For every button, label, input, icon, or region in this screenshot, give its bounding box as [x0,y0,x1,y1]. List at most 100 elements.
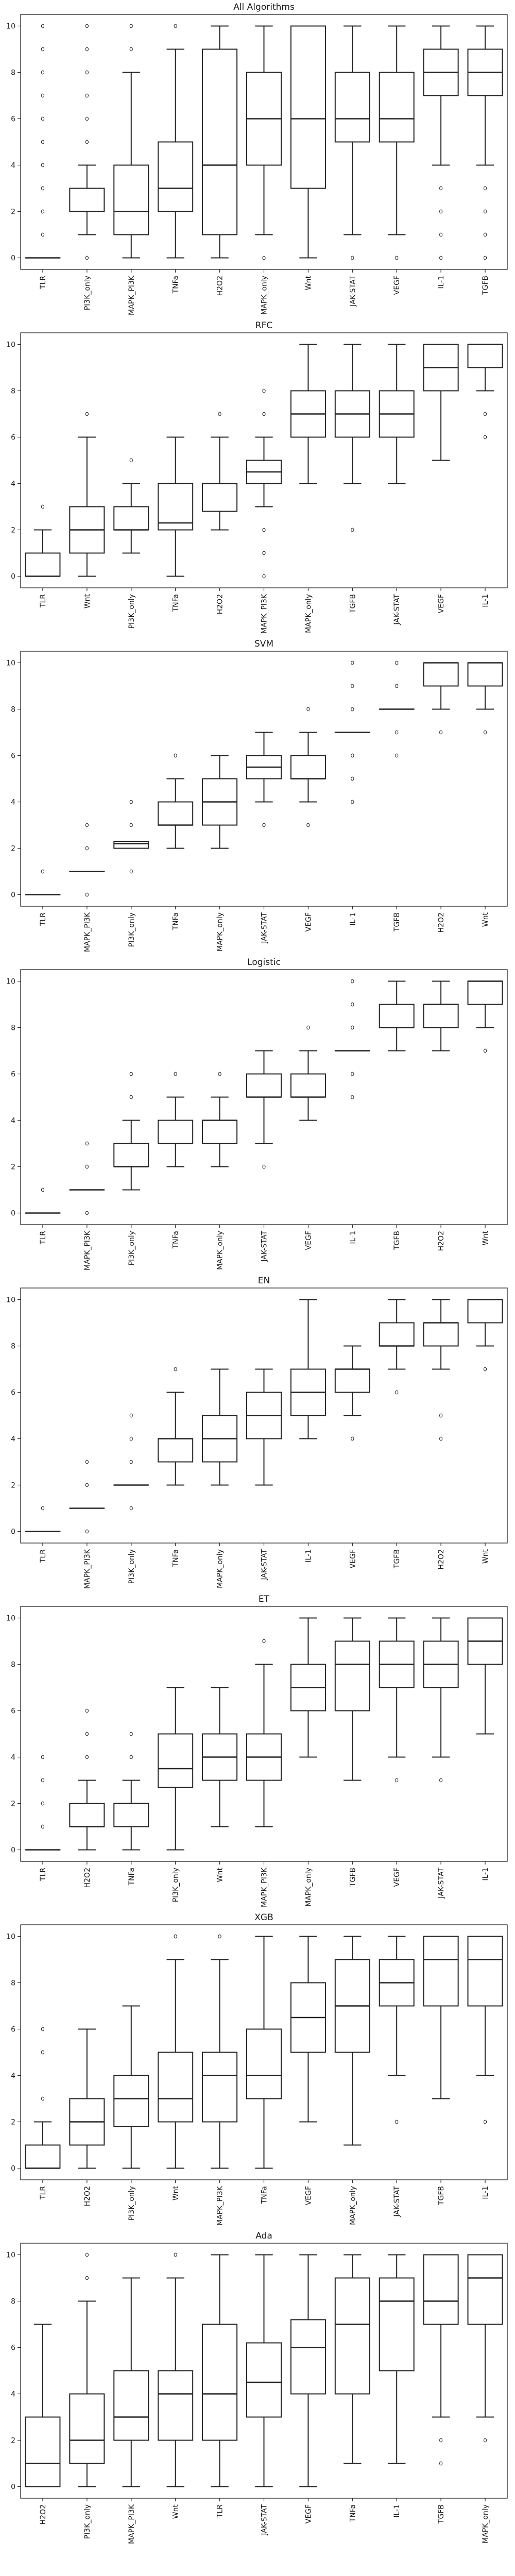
box-mapk-pi3k [246,388,282,579]
chart-panel-3: Logistic 0 2 4 6 8 10 TLR MAPK_PI3K PI3K_only TNFa… [6,957,508,1270]
x-tick-label: IL-1 [437,276,445,289]
outlier-point [351,979,354,984]
box-tnfa [158,24,194,259]
outlier-point [85,892,89,897]
x-tick-label: MAPK_only [261,276,269,315]
box-vegf [290,2254,326,2487]
box-mapk-pi3k [246,1639,282,1827]
iqr-box [379,1322,415,1347]
chart-panel-4: EN 0 2 4 6 8 10 TLR MAPK_PI3K PI3K_only TNFa MAPK_o… [6,1276,508,1589]
y-tick-label: 6 [11,752,15,760]
box-mapk-pi3k [113,24,149,259]
y-tick-label: 2 [11,845,15,853]
x-tick-label: PI3K_only [172,1868,180,1902]
box-h2o2 [423,1299,459,1441]
box-wnt [467,1299,503,1371]
outlier-point [85,93,89,98]
x-tick-label: MAPK_PI3K [128,275,136,315]
box-tgfb [334,1617,370,1781]
iqr-box [423,1322,459,1347]
x-tick-label: H2O2 [83,2186,92,2206]
outlier-point [129,1506,133,1511]
x-tick-label: H2O2 [437,1549,445,1569]
x-tick-label: H2O2 [216,276,225,296]
outlier-point [351,660,354,665]
iqr-box [334,1368,370,1393]
box-mapk-only [290,1617,326,1758]
outlier-point [351,800,354,804]
box-mapk-only [334,1936,370,2146]
outlier-point [439,1413,443,1418]
outlier-point [41,504,45,509]
outlier-point [41,1778,45,1783]
outlier-point [85,24,89,28]
x-tick-label: TLR [39,276,47,290]
y-tick-label: 0 [11,2483,15,2492]
box-pi3k-only [113,1413,149,1511]
box-jak-stat [379,1936,415,2124]
chart-title: Logistic [247,957,281,968]
x-tick-label: MAPK_PI3K [261,594,269,634]
iqr-box [25,2144,61,2169]
x-tick-label: MAPK_PI3K [128,2504,136,2544]
outlier-point [129,1460,133,1464]
y-tick-label: 4 [11,799,15,807]
outlier-point [129,1755,133,1759]
y-tick-label: 0 [11,1528,15,1536]
y-tick-label: 0 [11,891,15,900]
iqr-box [25,552,61,577]
x-tick-label: VEGF [304,912,313,931]
outlier-point [41,140,45,144]
outlier-point [129,1436,133,1441]
x-tick-label: IL-1 [304,1549,313,1563]
outlier-point [85,1755,89,1759]
iqr-box [113,1803,149,1827]
x-tick-label: TLR [39,594,47,608]
outlier-point [351,1002,354,1007]
y-tick-label: 8 [11,69,15,77]
y-tick-label: 10 [6,341,15,349]
chart-panel-5: ET 0 2 4 6 8 10 TLR H2O2 TNFa PI3K_only Wnt MAPK_PI3… [6,1594,508,1907]
outlier-point [41,232,45,237]
x-tick-label: MAPK_PI3K [216,2185,225,2226]
x-tick-label: TNFa [172,1231,180,1249]
x-tick-label: TNFa [349,2504,357,2522]
box-jak-stat [246,732,282,827]
outlier-point [439,209,443,214]
outlier-point [262,256,266,260]
x-tick-label: PI3K_only [128,594,136,629]
outlier-point [41,1506,45,1511]
outlier-point [41,2027,45,2031]
outlier-point [129,1072,133,1076]
x-tick-label: TNFa [261,2186,269,2204]
x-tick-label: JAK-STAT [261,1549,269,1581]
iqr-box [246,2342,282,2418]
x-tick-label: Wnt [304,276,313,291]
iqr-box [158,2052,194,2123]
outlier-point [129,1413,133,1418]
x-tick-label: PI3K_only [83,276,92,310]
iqr-box [158,1120,194,1144]
outlier-point [395,256,399,260]
box-jak-stat [423,1617,459,1783]
x-tick-label: IL-1 [482,594,490,607]
chart-panel-7: Ada 0 2 4 6 8 10 H2O2 PI3K_only MAPK_PI3K Wnt TLR JA… [6,2231,508,2544]
outlier-point [85,1483,89,1487]
outlier-point [395,1390,399,1395]
outlier-point [483,232,487,237]
outlier-point [218,1934,221,1939]
outlier-point [129,24,133,28]
outlier-point [218,412,221,416]
x-tick-label: VEGF [304,2504,313,2523]
box-tnfa [246,1936,282,2169]
box-tnfa [158,436,194,577]
iqr-box [69,2393,105,2464]
x-tick-label: PI3K_only [83,2504,92,2539]
box-il-1 [379,2254,415,2464]
outlier-point [85,1141,89,1146]
outlier-point [41,2096,45,2101]
box-tnfa [158,1072,194,1167]
iqr-box [290,1073,326,1098]
x-tick-label: TLR [39,1231,47,1245]
y-tick-label: 0 [11,573,15,581]
